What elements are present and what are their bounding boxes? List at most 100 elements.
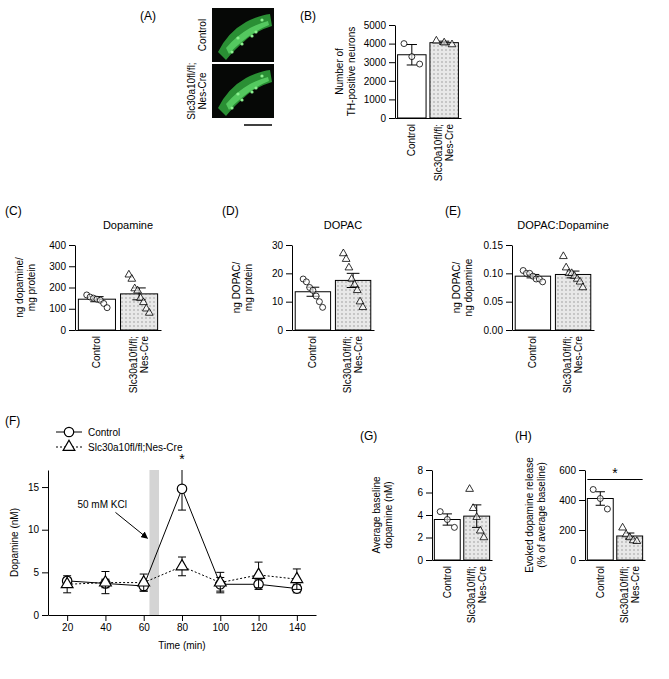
tick: Control	[406, 124, 417, 156]
micrograph	[212, 8, 274, 62]
error-bar	[596, 492, 605, 506]
axis-title: ng dopamine	[463, 258, 474, 316]
tick-mark	[286, 330, 292, 331]
axis-line	[512, 246, 513, 331]
error-cap	[596, 491, 605, 492]
plot-area	[295, 249, 371, 330]
axis-line	[76, 330, 162, 331]
tick-mark	[42, 530, 48, 531]
data-point	[345, 263, 353, 270]
data-point	[138, 576, 150, 586]
error-cap	[140, 574, 148, 575]
tick-label: 5000	[364, 20, 387, 31]
tick: Control	[527, 336, 538, 368]
tick-label: Control	[442, 566, 453, 598]
tick: 140	[289, 615, 306, 633]
tick-mark	[389, 44, 395, 45]
tick-mark	[506, 245, 512, 246]
bar	[515, 276, 550, 330]
axis-title: (% of average baseline)	[536, 462, 547, 568]
tick-mark	[506, 330, 512, 331]
data-point	[353, 286, 361, 293]
tick: Control	[442, 566, 453, 598]
data-point	[316, 299, 322, 305]
tick: 600	[559, 465, 585, 476]
image-signal	[218, 70, 272, 116]
tick-label: Control	[307, 336, 318, 368]
tick: 4000	[364, 38, 395, 49]
tick: Slc30a10fl/fl;Nes-Cre	[342, 336, 364, 394]
tick-label: Slc30a10fl/fl;Nes-Cre	[619, 566, 641, 624]
axis-title: Dopamine (nM)	[9, 508, 20, 577]
data-point	[633, 537, 641, 544]
panel-label: (H)	[515, 429, 532, 443]
tick-label: 2	[417, 532, 423, 543]
tick: 6	[417, 487, 432, 498]
error-cap	[255, 562, 263, 563]
data-point	[559, 252, 567, 259]
data-point	[590, 487, 596, 493]
data-point	[128, 275, 136, 282]
plot-area	[515, 252, 591, 330]
tick-label: 0	[60, 325, 66, 336]
tick: 0.05	[484, 296, 512, 307]
bar	[430, 43, 458, 118]
tick-label: 200	[49, 282, 66, 293]
tick-mark	[579, 530, 585, 531]
tick: 8	[417, 465, 432, 476]
tick-mark	[105, 615, 106, 621]
tick-label: 4000	[364, 38, 387, 49]
stimulus-band	[149, 470, 159, 615]
tick: 100	[49, 303, 75, 314]
data-point	[540, 279, 546, 285]
data-point	[140, 298, 148, 305]
axis: 02468	[417, 465, 432, 566]
bar	[121, 294, 158, 330]
tick: 4	[417, 510, 432, 521]
image-label: Slc30a10fl/fl;Nes-Cre	[186, 62, 208, 119]
panel-label: (B)	[300, 9, 316, 23]
tick-mark	[297, 615, 298, 621]
axis-line	[585, 471, 586, 561]
chart-title: DOPAC	[324, 219, 362, 231]
tick-label: 600	[559, 465, 576, 476]
tick-mark	[42, 487, 48, 488]
error-cap	[178, 557, 186, 558]
tick: 300	[49, 261, 75, 272]
tick: 3000	[364, 57, 395, 68]
tick: 0	[570, 555, 585, 566]
tick-label: 120	[251, 622, 268, 633]
tick: 400	[49, 240, 75, 251]
tick: 0.10	[484, 268, 512, 279]
axis: ControlSlc30a10fl/fl;Nes-Cre	[396, 119, 462, 182]
data-point	[417, 61, 423, 67]
tick: Slc30a10fl/fl;Nes-Cre	[128, 336, 150, 394]
data-point	[579, 283, 587, 290]
tick-mark	[579, 560, 585, 561]
image-signal	[226, 21, 269, 54]
axis: 051015	[28, 471, 49, 621]
tick-label: 10	[28, 524, 40, 535]
legend-label: Control	[88, 427, 120, 438]
tick-label: 0	[570, 555, 576, 566]
tick-label: 200	[559, 525, 576, 536]
tick-label: 0	[380, 113, 386, 124]
image-signal	[240, 42, 243, 45]
tick-mark	[286, 302, 292, 303]
tick-mark	[579, 470, 585, 471]
axis-title: Time (min)	[158, 640, 205, 651]
tick-label: 20	[62, 622, 74, 633]
tick: 1000	[364, 94, 395, 105]
line-chart: 05101520406080100120140	[28, 467, 317, 633]
tick-mark	[67, 615, 68, 621]
plot-area	[61, 470, 302, 615]
tick-mark	[259, 615, 260, 621]
tick: 400	[559, 495, 585, 506]
tick: 5000	[364, 20, 395, 31]
data-point	[177, 484, 186, 493]
data-point	[359, 303, 367, 310]
axis: 0 100 200 300 400	[49, 240, 75, 336]
axis: 20406080100120140	[49, 615, 317, 633]
axis-title: ng DOPAC/	[451, 262, 462, 314]
tick-label: 8	[417, 465, 423, 476]
